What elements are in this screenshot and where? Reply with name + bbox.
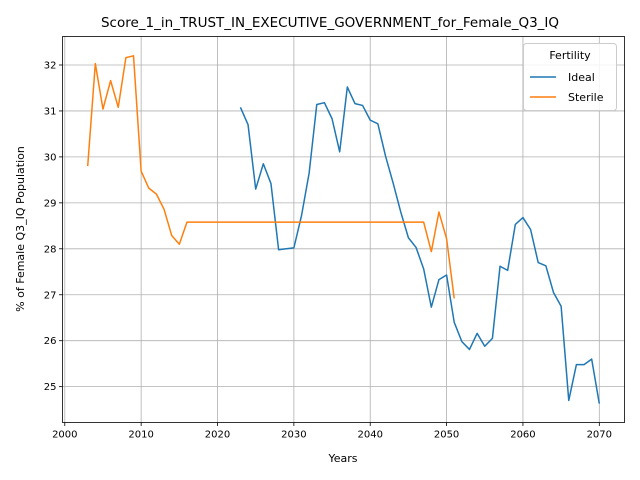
y-axis-label: % of Female Q3_IQ Population xyxy=(14,146,27,312)
x-axis-ticks: 2000 2010 2020 2030 2040 2050 2060 2070 xyxy=(52,422,612,441)
plot-frame xyxy=(62,36,625,423)
y-tick-label: 28 xyxy=(44,244,57,255)
x-tick-label: 2010 xyxy=(128,430,153,441)
y-tick-label: 27 xyxy=(44,290,57,301)
series-line-ideal xyxy=(239,86,601,404)
legend-label-sterile: Sterile xyxy=(568,91,604,104)
y-tick-label: 31 xyxy=(44,106,57,117)
y-axis-ticks: 25 26 27 28 29 30 31 32 xyxy=(44,60,63,393)
x-tick-label: 2050 xyxy=(434,430,459,441)
y-tick-label: 25 xyxy=(44,382,57,393)
x-axis-label: Years xyxy=(327,452,357,465)
y-tick-label: 29 xyxy=(44,198,57,209)
x-tick-label: 2040 xyxy=(357,430,382,441)
legend-box xyxy=(523,43,617,111)
x-tick-label: 2070 xyxy=(587,430,612,441)
x-tick-label: 2020 xyxy=(205,430,230,441)
series-layer xyxy=(86,55,601,404)
x-tick-label: 2000 xyxy=(52,430,77,441)
legend-title: Fertility xyxy=(549,49,591,62)
y-tick-label: 26 xyxy=(44,336,57,347)
y-tick-label: 32 xyxy=(44,60,57,71)
y-tick-label: 30 xyxy=(44,152,57,163)
x-tick-label: 2060 xyxy=(510,430,535,441)
legend: Fertility Ideal Sterile xyxy=(523,43,617,111)
chart-title: Score_1_in_TRUST_IN_EXECUTIVE_GOVERNMENT… xyxy=(101,15,559,31)
x-tick-label: 2030 xyxy=(281,430,306,441)
series-line-sterile xyxy=(86,55,455,299)
legend-label-ideal: Ideal xyxy=(568,71,595,84)
